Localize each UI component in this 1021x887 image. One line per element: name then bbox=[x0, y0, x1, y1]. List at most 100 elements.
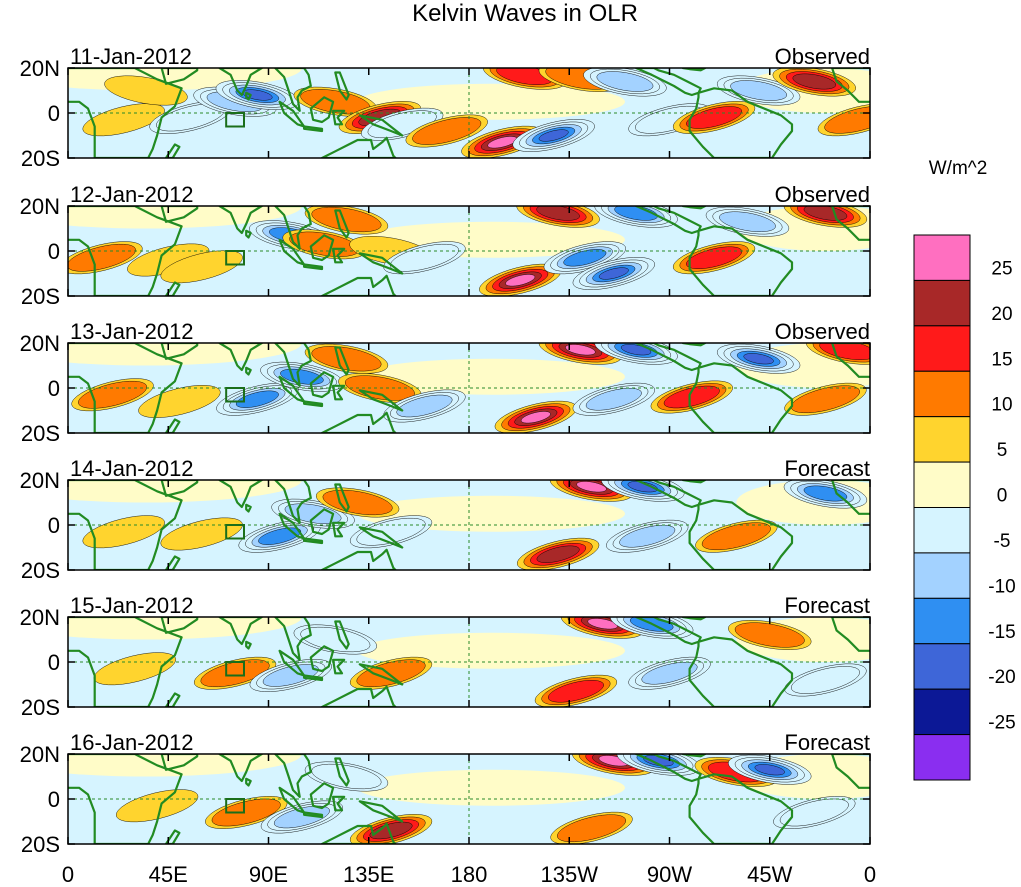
southamerica-outline bbox=[688, 499, 794, 570]
panel-kind-label: Forecast bbox=[784, 730, 870, 755]
srilanka-outline bbox=[245, 91, 252, 101]
y-tick-label: 20S bbox=[21, 421, 60, 446]
colorbar-tick-label: 25 bbox=[991, 258, 1012, 279]
africa-outline bbox=[68, 343, 183, 433]
coastlines bbox=[68, 206, 870, 296]
philippines-outline bbox=[334, 620, 350, 650]
sulawesi-outline bbox=[332, 795, 346, 812]
cuba-outline bbox=[681, 68, 707, 72]
sumatra-outline bbox=[278, 238, 306, 266]
southamerica-outline bbox=[688, 87, 794, 158]
cuba-outline bbox=[681, 480, 707, 484]
panel-kind-label: Forecast bbox=[784, 456, 870, 481]
india-outline bbox=[218, 754, 263, 783]
india-outline bbox=[218, 206, 263, 235]
arabia-outline bbox=[160, 343, 199, 360]
coastlines bbox=[68, 343, 870, 433]
borneo-outline bbox=[309, 371, 335, 399]
newguinea-outline bbox=[358, 389, 404, 412]
anomaly-feature bbox=[534, 674, 618, 707]
anomaly-feature bbox=[361, 107, 444, 141]
y-tick-label: 20S bbox=[21, 284, 60, 309]
anomaly-feature bbox=[82, 103, 165, 137]
india-outline bbox=[218, 617, 263, 646]
anomaly-feature bbox=[160, 517, 243, 551]
panel-4: 20N 0 20S 14-Jan-2012 Forecast bbox=[20, 456, 871, 583]
colorbar-swatch bbox=[913, 461, 971, 509]
anomaly-feature bbox=[405, 114, 488, 148]
anomaly-feature bbox=[293, 86, 377, 117]
borneo-outline bbox=[309, 645, 335, 673]
anomaly-feature bbox=[606, 519, 689, 553]
colorbar-tick-label: 0 bbox=[997, 486, 1008, 507]
sumatra-outline bbox=[278, 512, 306, 540]
srilanka-outline bbox=[245, 366, 252, 376]
anomaly-feature bbox=[338, 101, 421, 134]
anomaly-feature bbox=[116, 789, 199, 823]
africa-outline bbox=[68, 68, 183, 158]
colorbar-tick-label: -10 bbox=[988, 576, 1015, 597]
anomaly-feature bbox=[773, 796, 856, 829]
anomaly-feature bbox=[550, 811, 633, 844]
x-tick-label: 45E bbox=[149, 862, 188, 887]
colorbar-swatch bbox=[913, 325, 971, 372]
madagascar-outline bbox=[164, 829, 181, 844]
indochina-outline bbox=[274, 617, 312, 661]
x-tick-label: 90E bbox=[249, 862, 288, 887]
colorbar-swatch bbox=[913, 688, 971, 736]
anomaly-feature bbox=[594, 206, 678, 228]
y-tick-label: 0 bbox=[48, 513, 60, 538]
australia-outline bbox=[320, 548, 397, 570]
reference-box bbox=[225, 524, 245, 540]
newguinea-outline bbox=[358, 114, 404, 137]
philippines-outline bbox=[334, 209, 350, 239]
anomaly-feature bbox=[293, 624, 377, 655]
panel-date-label: 16-Jan-2012 bbox=[70, 730, 194, 755]
africa-outline bbox=[68, 617, 183, 707]
colorbar-tick-label: 5 bbox=[997, 440, 1008, 461]
java-outline bbox=[303, 811, 324, 819]
africa-outline-wrap bbox=[830, 480, 870, 515]
australia-outline bbox=[320, 685, 397, 707]
anomaly-feature bbox=[383, 389, 466, 423]
philippines-outline bbox=[334, 71, 350, 101]
anomaly-feature bbox=[304, 206, 389, 235]
africa-outline bbox=[68, 754, 183, 844]
indochina-outline bbox=[274, 206, 312, 250]
x-tick-label: 180 bbox=[451, 862, 488, 887]
africa-outline bbox=[68, 206, 183, 296]
anomaly-feature bbox=[349, 814, 433, 844]
x-tick-label: 90W bbox=[647, 862, 692, 887]
australia-outline bbox=[320, 411, 397, 433]
arabia-outline bbox=[160, 754, 199, 771]
anomaly-feature bbox=[494, 400, 577, 433]
madagascar-outline bbox=[164, 281, 181, 296]
borneo-outline bbox=[309, 96, 335, 124]
borneo-outline bbox=[309, 508, 335, 536]
y-tick-label: 20N bbox=[20, 468, 60, 493]
java-outline bbox=[303, 263, 324, 271]
colorbar-swatch bbox=[913, 734, 971, 781]
panel-date-label: 14-Jan-2012 bbox=[70, 456, 194, 481]
coastlines bbox=[68, 68, 870, 158]
sumatra-outline bbox=[278, 649, 306, 677]
anomaly-feature bbox=[461, 125, 544, 158]
java-outline bbox=[303, 125, 324, 133]
indochina-outline bbox=[274, 754, 312, 798]
sumatra-outline bbox=[278, 100, 306, 128]
panel-kind-label: Forecast bbox=[784, 593, 870, 618]
colorbar-tick-label: 10 bbox=[991, 395, 1012, 416]
anomaly-feature bbox=[479, 263, 562, 296]
india-outline bbox=[218, 68, 263, 97]
anomaly-feature bbox=[572, 382, 655, 416]
panel-3: 20N 0 20S 13-Jan-2012 Observed bbox=[20, 319, 871, 446]
indochina-outline bbox=[274, 68, 312, 112]
anomaly-feature bbox=[650, 380, 733, 414]
colorbar-tick-label: -25 bbox=[988, 713, 1015, 734]
colorbar-tick-label: 15 bbox=[991, 349, 1012, 370]
newguinea-outline bbox=[358, 252, 404, 275]
colorbar-swatch bbox=[913, 597, 971, 645]
anomaly-feature bbox=[216, 382, 299, 416]
borneo-outline bbox=[309, 782, 335, 810]
philippines-outline bbox=[334, 346, 350, 376]
